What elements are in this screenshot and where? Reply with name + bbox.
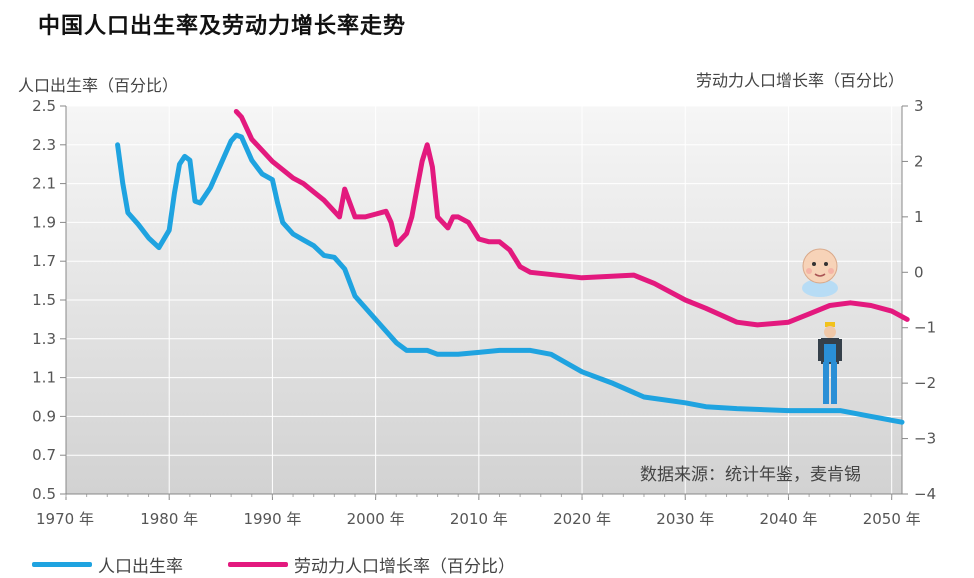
legend-item-labor-growth: 劳动力人口增长率（百分比） <box>228 552 515 577</box>
left-tick-label: 1.9 <box>32 213 56 231</box>
right-tick-label: 2 <box>914 152 924 170</box>
left-tick-label: 1.7 <box>32 252 56 270</box>
x-tick-label: 2000 年 <box>347 510 405 528</box>
left-tick-label: 1.3 <box>32 330 56 348</box>
right-tick-label: 3 <box>914 97 924 115</box>
legend-swatch-labor-growth <box>228 562 288 567</box>
series-line-birth-rate <box>115 132 905 425</box>
x-tick-label: 2050 年 <box>863 510 921 528</box>
x-tick-label: 2040 年 <box>759 510 817 528</box>
axes: 0.5 0.7 0.9 1.1 1.3 1.5 1.7 1.9 2.1 2.3 2.5 −4 −3 −2 −… <box>32 97 936 528</box>
right-tick-label: 0 <box>914 263 924 281</box>
legend-label-birth-rate: 人口出生率 <box>98 557 183 577</box>
chart-title: 中国人口出生率及劳动力增长率走势 <box>38 14 407 39</box>
x-tick-label: 1970 年 <box>36 510 94 528</box>
legend-label-labor-growth: 劳动力人口增长率（百分比） <box>294 557 515 577</box>
right-axis-label: 劳动力人口增长率（百分比） <box>695 71 904 90</box>
x-tick-label: 2010 年 <box>450 510 508 528</box>
legend-item-birth-rate: 人口出生率 <box>32 552 183 577</box>
left-tick-label: 1.5 <box>32 291 56 309</box>
left-tick-label: 2.5 <box>32 97 56 115</box>
x-tick-label: 2030 年 <box>656 510 714 528</box>
worker-icon <box>818 322 842 404</box>
left-axis-label: 人口出生率（百分比） <box>18 76 179 95</box>
left-tick-label: 0.9 <box>32 407 56 425</box>
baby-icon <box>802 248 838 297</box>
x-tick-label: 1990 年 <box>243 510 301 528</box>
left-tick-label: 1.1 <box>32 369 56 387</box>
data-source: 数据来源：统计年鉴，麦肯锡 <box>640 465 861 485</box>
series-line-labor-growth <box>233 109 910 328</box>
left-tick-label: 2.3 <box>32 136 56 154</box>
x-tick-label: 2020 年 <box>553 510 611 528</box>
right-tick-label: −2 <box>914 374 936 392</box>
left-tick-label: 2.1 <box>32 175 56 193</box>
left-tick-label: 0.7 <box>32 446 56 464</box>
series-lines <box>115 109 910 425</box>
right-tick-label: −4 <box>914 485 936 503</box>
legend: 人口出生率 劳动力人口增长率（百分比） <box>0 552 974 577</box>
right-tick-label: −1 <box>914 319 936 337</box>
left-tick-label: 0.5 <box>32 485 56 503</box>
right-tick-label: −3 <box>914 430 936 448</box>
legend-swatch-birth-rate <box>32 562 92 567</box>
x-tick-label: 1980 年 <box>140 510 198 528</box>
right-tick-label: 1 <box>914 208 924 226</box>
